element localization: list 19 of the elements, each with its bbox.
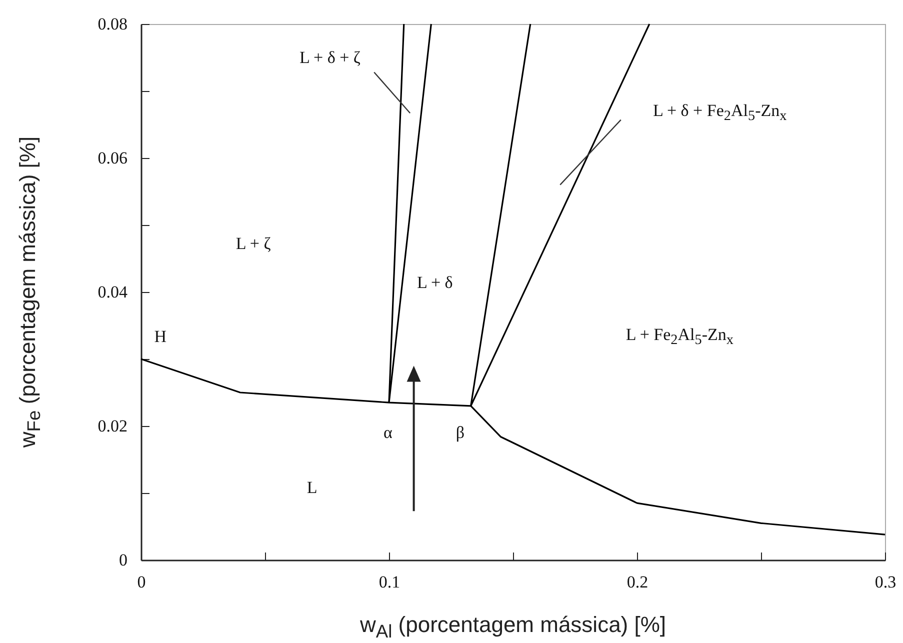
y-tick-label: 0 bbox=[119, 550, 128, 570]
x-tick-label: 0.3 bbox=[874, 572, 896, 592]
annotation: L + ζ bbox=[236, 234, 271, 254]
annotation: L + Fe$_{2}$Al$_{5}$-Zn$_{x}$ bbox=[626, 324, 734, 350]
annotation: L bbox=[306, 478, 318, 498]
y-tick-label: 0.02 bbox=[98, 416, 128, 436]
y-tick-label: 0.04 bbox=[98, 282, 128, 302]
y-tick-label: 0.06 bbox=[98, 148, 128, 168]
annotation: H bbox=[154, 327, 166, 348]
x-tick-label: 0.2 bbox=[626, 572, 648, 592]
x-axis-title: w$_{Al}$ (porcentagem mássica) [%] bbox=[360, 612, 666, 642]
annotation: L + δ + ζ bbox=[299, 48, 360, 68]
x-tick-label: 0 bbox=[137, 572, 146, 592]
annotation: β bbox=[456, 422, 464, 443]
annotation: L + δ + Fe$_{2}$Al$_{5}$-Zn$_{x}$ bbox=[652, 100, 787, 126]
annotation: α bbox=[384, 422, 392, 443]
y-tick-label: 0.08 bbox=[98, 14, 128, 34]
x-tick-label: 0.1 bbox=[378, 572, 400, 592]
annotation: L + δ bbox=[416, 272, 453, 293]
